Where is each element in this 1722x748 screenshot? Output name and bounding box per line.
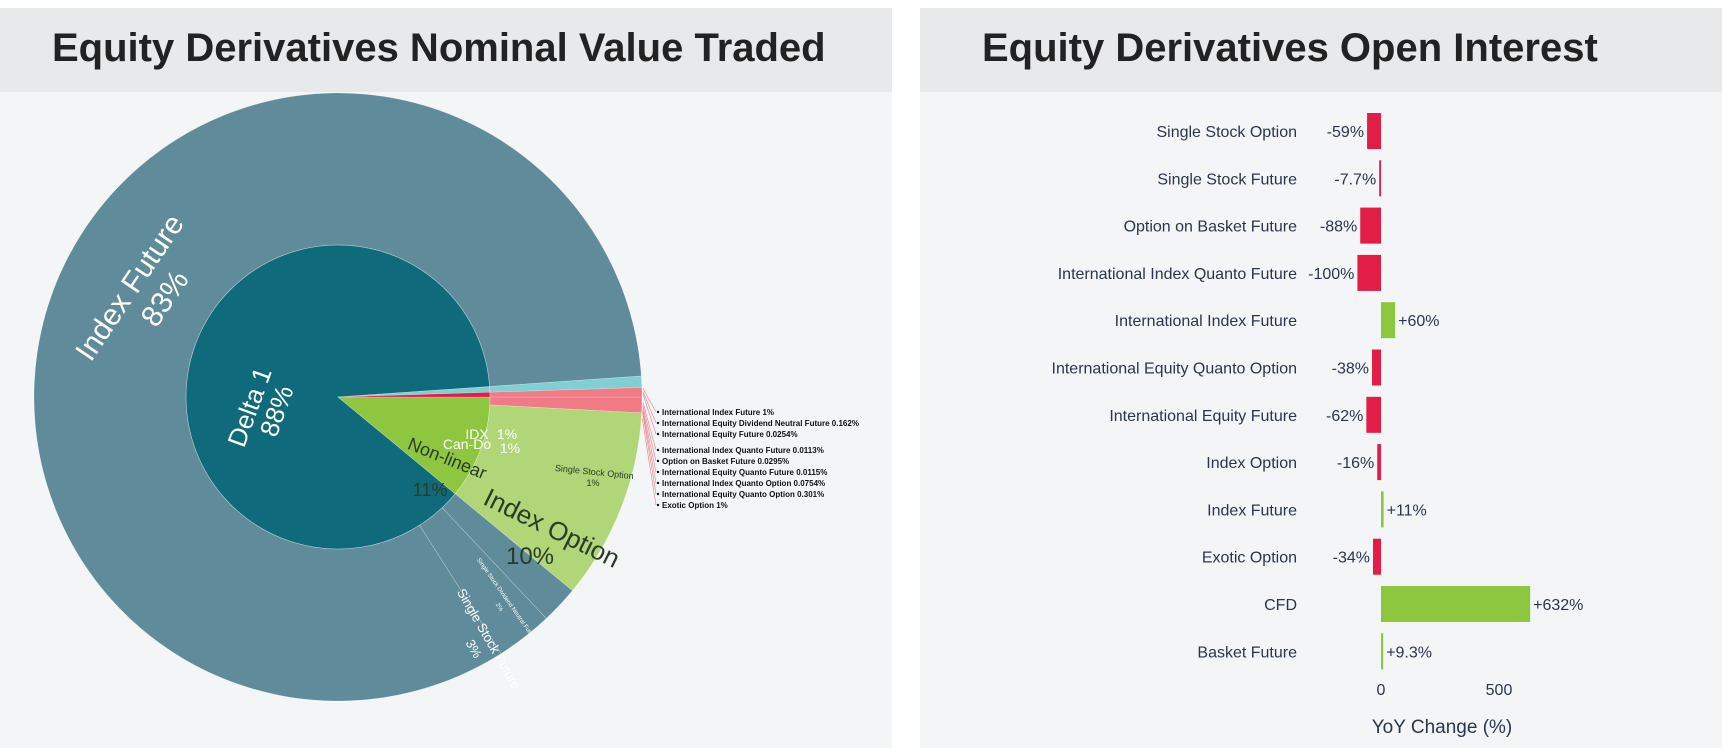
callout-dot [656, 432, 660, 436]
bar-value-label: +60% [1398, 313, 1439, 330]
callout-dot [656, 448, 660, 452]
nominal-value-title: Equity Derivatives Nominal Value Traded [52, 26, 826, 70]
bar-value-label: -88% [1320, 219, 1357, 236]
sunburst-outer-index-future [33, 92, 642, 702]
sunburst-outer-ssdnf [441, 493, 573, 619]
bar-value-label: +632% [1533, 597, 1583, 614]
nominal-value-header: Equity Derivatives Nominal Value Traded [0, 8, 892, 92]
callout-leader [642, 388, 657, 413]
bar-category-label: Option on Basket Future [1124, 219, 1298, 236]
callout-leader [642, 412, 657, 495]
open-interest-title: Equity Derivatives Open Interest [982, 26, 1598, 70]
sunburst-inner-non-linear [337, 396, 491, 495]
callout-label: International Equity Dividend Neutral Fu… [662, 419, 859, 428]
callout-dot [656, 470, 660, 474]
bar-value-label: -100% [1308, 266, 1354, 283]
callout-leader [642, 408, 657, 473]
bar-category-label: Index Option [1206, 455, 1297, 472]
sunburst-label-can-do: Can-Do [443, 436, 491, 452]
x-tick-500: 500 [1486, 682, 1513, 699]
callout-dot [656, 481, 660, 485]
sunburst-outer-can-do-children [489, 387, 643, 398]
open-interest-panel: Equity Derivatives Open Interest Single … [920, 8, 1722, 748]
bar-category-label: CFD [1264, 597, 1297, 614]
sunburst-pct-can-do: 1% [500, 440, 520, 456]
bar-value-label: -59% [1327, 124, 1364, 141]
bar-category-label: International Equity Future [1109, 408, 1297, 425]
callout-dot [656, 503, 660, 507]
bar-mark [1367, 113, 1381, 149]
callout-label: Exotic Option 1% [662, 501, 728, 510]
callout-leader [642, 410, 657, 484]
bar-mark [1379, 160, 1381, 197]
bar-mark [1357, 254, 1381, 291]
callout-leader [642, 393, 657, 435]
x-axis-title: YoY Change (%) [1372, 717, 1513, 738]
bar-mark [1381, 491, 1384, 528]
callout-leader [642, 402, 657, 451]
bar-category-label: Exotic Option [1202, 550, 1297, 567]
callout-label: Option on Basket Future 0.0295% [662, 457, 789, 466]
sunburst-pct-idx: 1% [497, 426, 517, 442]
sunburst-pct-ssdnf: 2% [494, 602, 504, 613]
bar-value-label: -7.7% [1334, 171, 1376, 188]
callout-label: International Index Quanto Future 0.0113… [662, 446, 824, 455]
bar-category-label: Single Stock Option [1156, 124, 1297, 141]
bar-mark [1366, 396, 1381, 433]
bar-value-label: -34% [1333, 550, 1370, 567]
bar-mark [1360, 207, 1381, 244]
callout-dot [656, 492, 660, 496]
bar-mark [1381, 633, 1384, 670]
callout-leader [642, 405, 657, 462]
nominal-value-panel: Equity Derivatives Nominal Value Traded … [0, 8, 892, 748]
callout-label: International Index Future 1% [662, 408, 774, 417]
callout-leader [642, 391, 657, 424]
bar-mark [1377, 444, 1381, 481]
sunburst-ring-divider [185, 244, 491, 550]
bar-mark [1381, 586, 1531, 622]
sunburst-inner-delta1 [185, 244, 490, 550]
sunburst-outer-index-option [454, 404, 642, 592]
sunburst-label-idx: IDX [465, 426, 489, 442]
bar-value-label: -16% [1337, 455, 1374, 472]
bar-value-label: +9.3% [1386, 644, 1432, 661]
bar-value-label: -38% [1332, 361, 1369, 378]
bar-mark [1381, 302, 1396, 339]
callout-label: International Equity Quanto Option 0.301… [662, 490, 824, 499]
callout-label: International Index Quanto Option 0.0754… [662, 479, 825, 488]
open-interest-bar-chart: Single Stock Option -59% Single Stock Futu… [1052, 113, 1583, 738]
bar-mark [1372, 349, 1381, 386]
x-tick-0: 0 [1377, 682, 1386, 699]
callout-dot [656, 459, 660, 463]
callout-dot [656, 410, 660, 414]
callout-dot [656, 421, 660, 425]
bar-category-label: International Index Quanto Future [1058, 266, 1297, 283]
sunburst-pct-sso: 1% [586, 478, 599, 488]
bar-mark [1372, 538, 1381, 575]
bar-category-label: International Equity Quanto Option [1052, 361, 1298, 378]
bar-value-label: -62% [1326, 408, 1363, 425]
sunburst-outer-idx-children [489, 375, 643, 393]
sunburst-chart: International Index Future 1% Internation… [33, 92, 859, 702]
bar-category-label: Basket Future [1197, 644, 1297, 661]
bar-category-label: Single Stock Future [1157, 171, 1297, 188]
bar-category-label: International Index Future [1115, 313, 1297, 330]
open-interest-header: Equity Derivatives Open Interest [920, 8, 1722, 92]
callout-label: International Equity Quanto Future 0.011… [662, 468, 827, 477]
sunburst-pct-non-linear: 11% [413, 480, 448, 500]
callout-label: International Equity Future 0.0254% [662, 430, 798, 439]
sunburst-outer-sso-family [489, 396, 643, 414]
callout-leader [641, 418, 657, 506]
sunburst-pct-index-option: 10% [506, 543, 554, 570]
bar-category-label: Index Future [1207, 502, 1297, 519]
bar-value-label: +11% [1387, 502, 1427, 519]
